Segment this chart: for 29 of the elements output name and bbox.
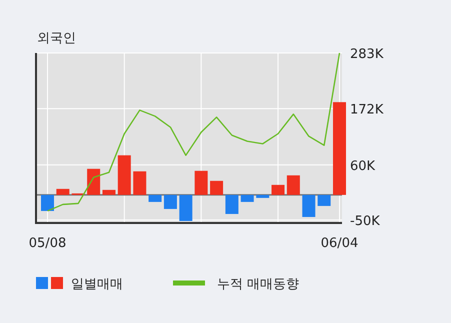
y-tick-label: 283K xyxy=(350,47,384,62)
y-tick-label: 60K xyxy=(350,158,376,174)
bar xyxy=(133,171,146,195)
x-tick-label: 06/04 xyxy=(320,236,358,251)
bar xyxy=(148,194,162,202)
bar xyxy=(164,194,177,209)
bar xyxy=(56,188,70,195)
y-tick-label: -50K xyxy=(350,214,380,229)
bar xyxy=(240,194,254,202)
bar xyxy=(225,194,238,214)
bar xyxy=(210,180,224,195)
bar xyxy=(87,168,100,195)
y-tick-label: 172K xyxy=(350,102,384,118)
bar xyxy=(272,184,285,195)
x-tick-label: 05/08 xyxy=(28,236,66,251)
bar xyxy=(302,194,316,217)
line-series xyxy=(46,52,340,212)
legend-label: 누적 매매동향 xyxy=(217,277,300,292)
bar xyxy=(286,175,300,195)
bar xyxy=(318,194,331,206)
chart-title: 외국인 xyxy=(37,31,76,46)
bar xyxy=(102,190,116,195)
bar xyxy=(118,155,131,195)
bar xyxy=(194,170,208,195)
legend-label: 일별매매 xyxy=(71,277,123,292)
bar xyxy=(179,194,192,221)
bar xyxy=(41,194,54,211)
bar xyxy=(333,102,346,195)
bar xyxy=(256,194,270,198)
